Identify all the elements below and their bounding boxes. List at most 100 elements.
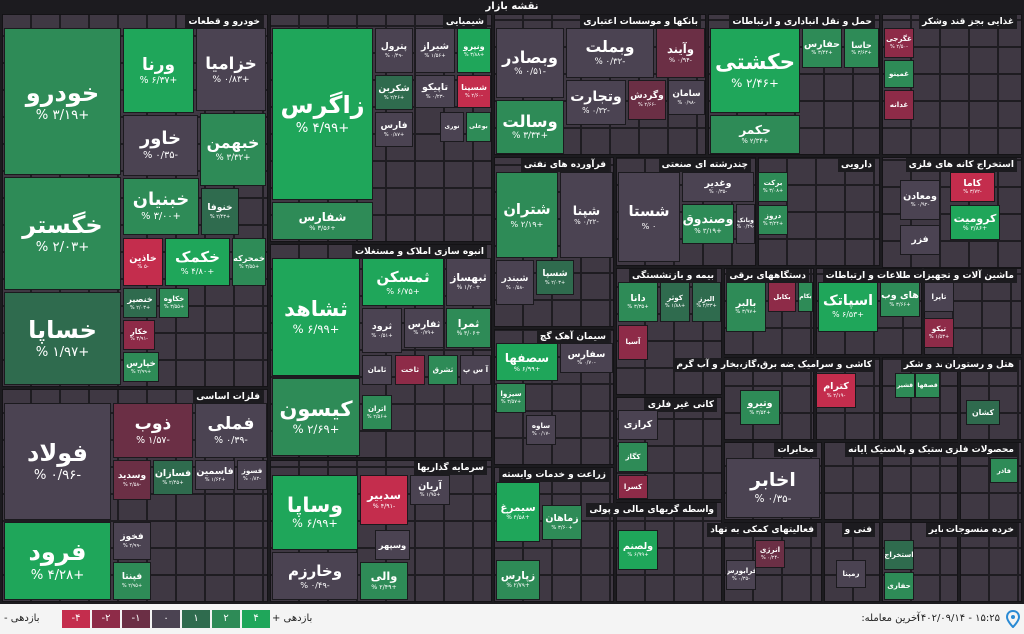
location-icon[interactable] — [1006, 610, 1020, 628]
stock-tile[interactable]: شکربن +۲/۲۶ % — [375, 75, 413, 110]
stock-tile[interactable]: آریان +۱/۹۵ % — [410, 475, 450, 505]
stock-tile[interactable]: تیکو +۱/۵۳ % — [924, 318, 954, 348]
stock-tile[interactable]: غگرجی -۲/۵۰ % — [884, 28, 914, 58]
stock-tile[interactable]: بکام — [798, 282, 813, 312]
stock-tile[interactable]: خزامیا +۰/۸۳ % — [196, 28, 266, 111]
stock-tile[interactable]: حاسا +۳/۶۳ % — [844, 28, 879, 68]
stock-tile[interactable]: ورنا +۶/۳۷ % — [123, 28, 194, 113]
stock-tile[interactable]: ومعادن -۰/۹۲ % — [900, 180, 940, 220]
stock-tile[interactable]: رمپنا — [836, 560, 866, 588]
stock-tile[interactable]: های وب +۳/۶۶ % — [880, 282, 920, 317]
stock-tile[interactable]: زپارس +۲/۷۹ % — [496, 560, 540, 600]
stock-tile[interactable]: آسیا — [618, 325, 648, 360]
stock-tile[interactable]: ثاخت — [395, 355, 425, 385]
stock-tile[interactable]: غمینو — [884, 60, 914, 88]
stock-tile[interactable]: شپنا -۰/۲۲ % — [560, 172, 613, 258]
stock-tile[interactable]: آ س پ — [460, 355, 491, 385]
stock-tile[interactable]: فملی -۰/۳۹ % — [195, 403, 267, 458]
stock-tile[interactable]: تاپیکو -۰/۲۳ % — [415, 75, 455, 108]
stock-tile[interactable]: ثمسکن +۶/۷۵ % — [362, 258, 444, 306]
stock-tile[interactable]: خودرو +۳/۱۹ % — [4, 28, 121, 175]
stock-tile[interactable]: اتران +۲/۵۶ % — [362, 395, 392, 430]
stock-tile[interactable]: کرازی — [618, 410, 658, 440]
stock-tile[interactable]: خنصیر +۲/۰۳ % — [123, 288, 157, 318]
stock-tile[interactable]: فاسمین +۱/۶۴ % — [195, 460, 235, 490]
stock-tile[interactable]: وبصادر -۰/۵۱ % — [496, 28, 564, 98]
stock-tile[interactable]: فاذر — [990, 458, 1018, 483]
stock-tile[interactable]: خنوفا +۲/۴۳ % — [201, 188, 239, 235]
stock-tile[interactable]: ثفارس +۰/۷۹ % — [404, 308, 444, 348]
stock-tile[interactable]: فرابورس -۰/۳۵ % — [726, 560, 756, 590]
stock-tile[interactable]: وخارزم -۰/۴۹ % — [272, 552, 358, 600]
stock-tile[interactable]: زماهان +۳/۶۰ % — [542, 505, 582, 540]
stock-tile[interactable]: حفارس +۳/۴۴ % — [802, 28, 842, 68]
stock-tile[interactable]: شبندر -۰/۵۸ % — [496, 260, 534, 305]
stock-tile[interactable]: شتران +۲/۱۹ % — [496, 172, 558, 258]
stock-tile[interactable]: ولصنم +۶/۹۹ % — [618, 530, 658, 570]
stock-tile[interactable]: اخابر -۰/۳۵ % — [726, 458, 820, 518]
stock-tile[interactable]: وبملت -۰/۳۲ % — [566, 28, 654, 78]
stock-tile[interactable]: والی +۲/۴۹ % — [360, 562, 408, 600]
stock-tile[interactable]: خاذین -۵ % — [123, 238, 163, 286]
stock-tile[interactable]: فسوز -۰/۸۲ % — [237, 460, 267, 490]
stock-tile[interactable]: دروز +۳/۲۴ % — [758, 205, 788, 235]
stock-tile[interactable]: دانا +۳/۳۵ % — [618, 282, 658, 322]
stock-tile[interactable]: بالبر +۳/۹۷ % — [726, 282, 766, 332]
stock-tile[interactable]: وسپهر — [375, 530, 410, 560]
stock-tile[interactable]: شسینا -۲/۶۰ % — [457, 75, 491, 108]
stock-tile[interactable]: ساوه -۰/۱۷ % — [526, 415, 556, 445]
stock-tile[interactable]: وصندوق +۳/۱۹ % — [682, 204, 734, 244]
stock-tile[interactable]: وآیند -۰/۹۴ % — [656, 28, 705, 78]
stock-tile[interactable]: وتیرو +۳/۵۴ % — [740, 390, 780, 425]
stock-tile[interactable]: وساپا +۶/۹۹ % — [272, 475, 358, 550]
stock-tile[interactable]: فرود +۴/۲۸ % — [4, 522, 111, 600]
stock-tile[interactable]: البرز +۲/۳۳ % — [692, 282, 721, 322]
stock-tile[interactable]: وغدیر -۰/۳۵ % — [682, 172, 754, 202]
stock-tile[interactable]: سامان -۰/۹۸ % — [668, 80, 705, 115]
stock-tile[interactable]: فارس +۰/۸۷ % — [375, 112, 413, 147]
stock-tile[interactable]: اسپاتک +۶/۵۳ % — [818, 282, 878, 332]
stock-tile[interactable]: کرومیت +۳/۸۶ % — [950, 205, 1000, 240]
stock-tile[interactable]: سدبیر -۴/۹۱ % — [360, 475, 408, 525]
stock-tile[interactable]: ثامان — [362, 355, 392, 385]
stock-tile[interactable]: تاپرا — [924, 282, 954, 312]
stock-tile[interactable]: وگردش -۲/۶۶ % — [628, 80, 666, 120]
stock-tile[interactable]: حفاری — [884, 572, 914, 600]
stock-tile[interactable]: کاما -۳/۷۲ % — [950, 172, 995, 202]
stock-tile[interactable]: برکت +۳/۰۸ % — [758, 172, 788, 202]
stock-tile[interactable]: حکشتی +۲/۴۶ % — [710, 28, 800, 113]
stock-tile[interactable]: خمحرکه +۳/۵۵ % — [232, 238, 266, 286]
stock-tile[interactable]: شیراز +۱/۵۶ % — [415, 28, 455, 73]
stock-tile[interactable]: بوعلی — [466, 112, 491, 142]
stock-tile[interactable]: خبهمن +۳/۳۲ % — [200, 113, 266, 186]
stock-tile[interactable]: کترام -۲/۱۹ % — [816, 373, 856, 408]
stock-tile[interactable]: ثشاهد +۶/۹۹ % — [272, 258, 360, 376]
stock-tile[interactable]: زاگرس +۴/۹۹ % — [272, 28, 373, 200]
stock-tile[interactable]: وسالت +۳/۳۴ % — [496, 100, 564, 154]
stock-tile[interactable]: شسپا +۲/۰۳ % — [536, 260, 574, 295]
stock-tile[interactable]: فسازان +۲/۴۵ % — [153, 460, 193, 495]
stock-tile[interactable]: ثمرا +۳/۰۶ % — [446, 308, 491, 348]
stock-tile[interactable]: خاور -۰/۳۵ % — [123, 115, 198, 176]
stock-tile[interactable]: خبنیان +۳/۰۰ % — [123, 178, 199, 235]
stock-tile[interactable]: وبانک -۰/۴۹ % — [736, 204, 755, 244]
stock-tile[interactable]: ونیرو +۳/۸۸ % — [457, 28, 491, 73]
stock-tile[interactable]: وتجارت -۰/۳۲ % — [566, 80, 626, 125]
stock-tile[interactable]: استخراج — [884, 540, 914, 570]
stock-tile[interactable]: کیسون +۲/۶۹ % — [272, 378, 360, 456]
stock-tile[interactable]: کگاز — [618, 442, 648, 472]
stock-tile[interactable]: قشیر — [895, 373, 915, 398]
stock-tile[interactable]: خکاوه +۳/۵۵ % — [159, 288, 189, 318]
stock-tile[interactable]: انرژی -۰/۲۴ % — [755, 540, 785, 568]
stock-tile[interactable]: ثرود +۰/۵۱ % — [362, 308, 402, 353]
stock-tile[interactable]: وسدید -۲/۵۸ % — [113, 460, 151, 500]
stock-tile[interactable]: خساپا +۱/۹۷ % — [4, 292, 121, 385]
stock-tile[interactable]: سصفها +۶/۹۹ % — [496, 343, 558, 381]
stock-tile[interactable]: شفارس +۳/۵۶ % — [272, 202, 373, 240]
stock-tile[interactable]: بکابل — [768, 282, 796, 312]
stock-tile[interactable]: ذوب -۱/۵۷ % — [113, 403, 193, 458]
stock-tile[interactable]: حکمر +۲/۳۴ % — [710, 115, 800, 154]
stock-tile[interactable]: نوری — [440, 112, 464, 142]
stock-tile[interactable]: سیمرغ +۴/۵۸ % — [496, 482, 540, 542]
stock-tile[interactable]: کوثر +۱/۸۸ % — [660, 282, 690, 322]
